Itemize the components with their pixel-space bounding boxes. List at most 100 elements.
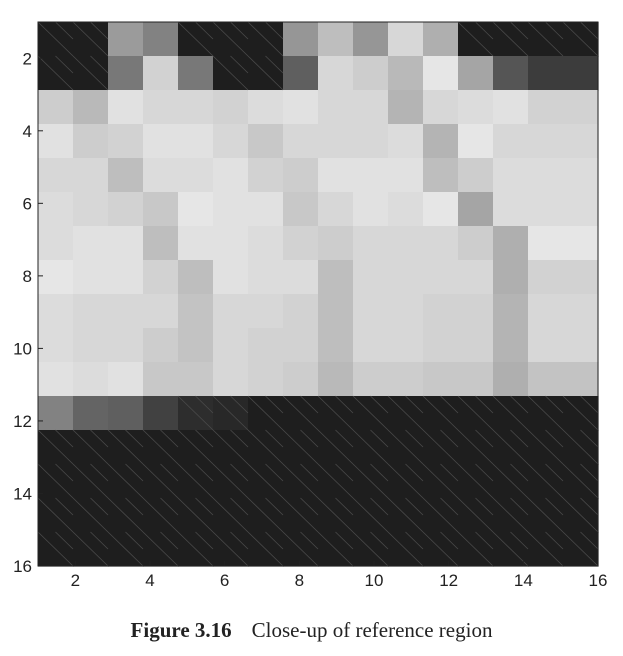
heatmap-cell-r11-c16 (563, 362, 599, 397)
heatmap-cell-r12-c2 (73, 396, 109, 431)
heatmap-cell-r6-c9 (318, 192, 354, 227)
heatmap-cell-r7-c13 (458, 226, 494, 261)
heatmap-cell-r6-c10 (353, 192, 389, 227)
heatmap-cell-r10-c11 (388, 328, 424, 363)
heatmap-cell-r9-c15 (528, 294, 564, 329)
hatch-line (527, 429, 564, 465)
heatmap-cell-r2-c14 (493, 56, 529, 91)
heatmap-cell-r6-c14 (493, 192, 529, 227)
hatch-line (230, 395, 249, 414)
hatch-line (265, 21, 284, 40)
hatch-line (545, 429, 564, 448)
heatmap-cell-r5-c4 (143, 158, 179, 193)
hatch-line (352, 531, 389, 567)
hatch-line (160, 531, 179, 550)
heatmap-cell-r3-c8 (283, 90, 319, 125)
heatmap-cell-r11-c15 (528, 362, 564, 397)
hatch-line (177, 395, 214, 431)
hatch-line (527, 395, 564, 431)
heatmap-cell-r11-c9 (318, 362, 354, 397)
heatmap-cell-r7-c2 (73, 226, 109, 261)
hatch-line (72, 21, 109, 57)
heatmap-cell-r9-c2 (73, 294, 109, 329)
heatmap-cell-r8-c3 (108, 260, 144, 295)
hatch-line (475, 395, 494, 414)
heatmap-cell-r7-c5 (178, 226, 214, 261)
y-tick-label: 6 (23, 194, 32, 213)
hatch-line (527, 21, 564, 57)
heatmap-cell-r3-c9 (318, 90, 354, 125)
heatmap-cell-r10-c9 (318, 328, 354, 363)
hatch-line (580, 531, 599, 550)
hatch-line (72, 429, 109, 465)
heatmap-cell-r9-c4 (143, 294, 179, 329)
hatch-line (457, 531, 494, 567)
hatch-line (282, 531, 319, 567)
hatch-line (405, 429, 424, 448)
hatch-line (107, 429, 144, 465)
hatch-line (545, 395, 564, 414)
heatmap-cell-r11-c4 (143, 362, 179, 397)
heatmap-cell-r9-c1 (38, 294, 74, 329)
heatmap-cell-r2-c3 (108, 56, 144, 91)
heatmap-cell-r2-c10 (353, 56, 389, 91)
heatmap-cell-r5-c12 (423, 158, 459, 193)
heatmap-cell-r8-c1 (38, 260, 74, 295)
hatch-line (545, 21, 564, 40)
heatmap-cell-r7-c7 (248, 226, 284, 261)
heatmap-cell-r8-c6 (213, 260, 249, 295)
heatmap-cell-r11-c2 (73, 362, 109, 397)
hatch-line (247, 21, 284, 57)
heatmap-cell-r10-c3 (108, 328, 144, 363)
heatmap-cell-r9-c9 (318, 294, 354, 329)
x-tick-label: 4 (145, 571, 154, 590)
hatch-line (562, 21, 599, 57)
heatmap-cell-r4-c7 (248, 124, 284, 159)
hatch-line (37, 55, 74, 91)
heatmap-cell-r3-c7 (248, 90, 284, 125)
hatch-line (160, 497, 179, 516)
heatmap-cell-r7-c4 (143, 226, 179, 261)
heatmap-cell-r9-c10 (353, 294, 389, 329)
hatch-line (387, 429, 424, 465)
heatmap-cell-r5-c10 (353, 158, 389, 193)
hatch-line (90, 463, 109, 482)
hatch-line (335, 531, 354, 550)
heatmap-cell-r10-c15 (528, 328, 564, 363)
hatch-line (177, 497, 214, 533)
hatch-line (457, 429, 494, 465)
hatch-line (422, 395, 459, 431)
heatmap-cell-r9-c16 (563, 294, 599, 329)
caption-text: Close-up of reference region (251, 618, 493, 642)
heatmap-cell-r3-c3 (108, 90, 144, 125)
heatmap-cell-r3-c15 (528, 90, 564, 125)
hatch-line (247, 531, 284, 567)
heatmap-cell-r11-c6 (213, 362, 249, 397)
heatmap-cell-r12-c4 (143, 396, 179, 431)
hatch-line (370, 463, 389, 482)
x-axis-ticks: 2 4 6 8 10 12 14 16 (71, 561, 607, 590)
figure-caption: Figure 3.16 Close-up of reference region (0, 618, 623, 643)
heatmap-cell-r10-c5 (178, 328, 214, 363)
hatch-line (37, 531, 74, 567)
hatch-line (562, 395, 599, 431)
hatch-line (142, 497, 179, 533)
hatch-line (90, 55, 109, 74)
heatmap-cell-r11-c5 (178, 362, 214, 397)
hatch-line (475, 21, 494, 40)
heatmap-cell-r2-c9 (318, 56, 354, 91)
hatch-line (527, 463, 564, 499)
heatmap-cell-r8-c11 (388, 260, 424, 295)
heatmap-cell-r2-c16 (563, 56, 599, 91)
hatch-line (230, 55, 249, 74)
hatch-line (55, 531, 74, 550)
heatmap-cell-r1-c11 (388, 22, 424, 57)
heatmap-cell-r4-c14 (493, 124, 529, 159)
hatch-line (405, 531, 424, 550)
heatmap-cell-r6-c13 (458, 192, 494, 227)
hatch-line (72, 55, 109, 91)
heatmap-cell-r4-c2 (73, 124, 109, 159)
x-tick-label: 14 (514, 571, 533, 590)
hatch-line (422, 531, 459, 567)
